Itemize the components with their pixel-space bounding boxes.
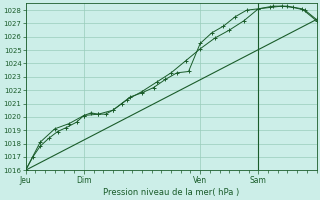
X-axis label: Pression niveau de la mer( hPa ): Pression niveau de la mer( hPa ) [103,188,239,197]
